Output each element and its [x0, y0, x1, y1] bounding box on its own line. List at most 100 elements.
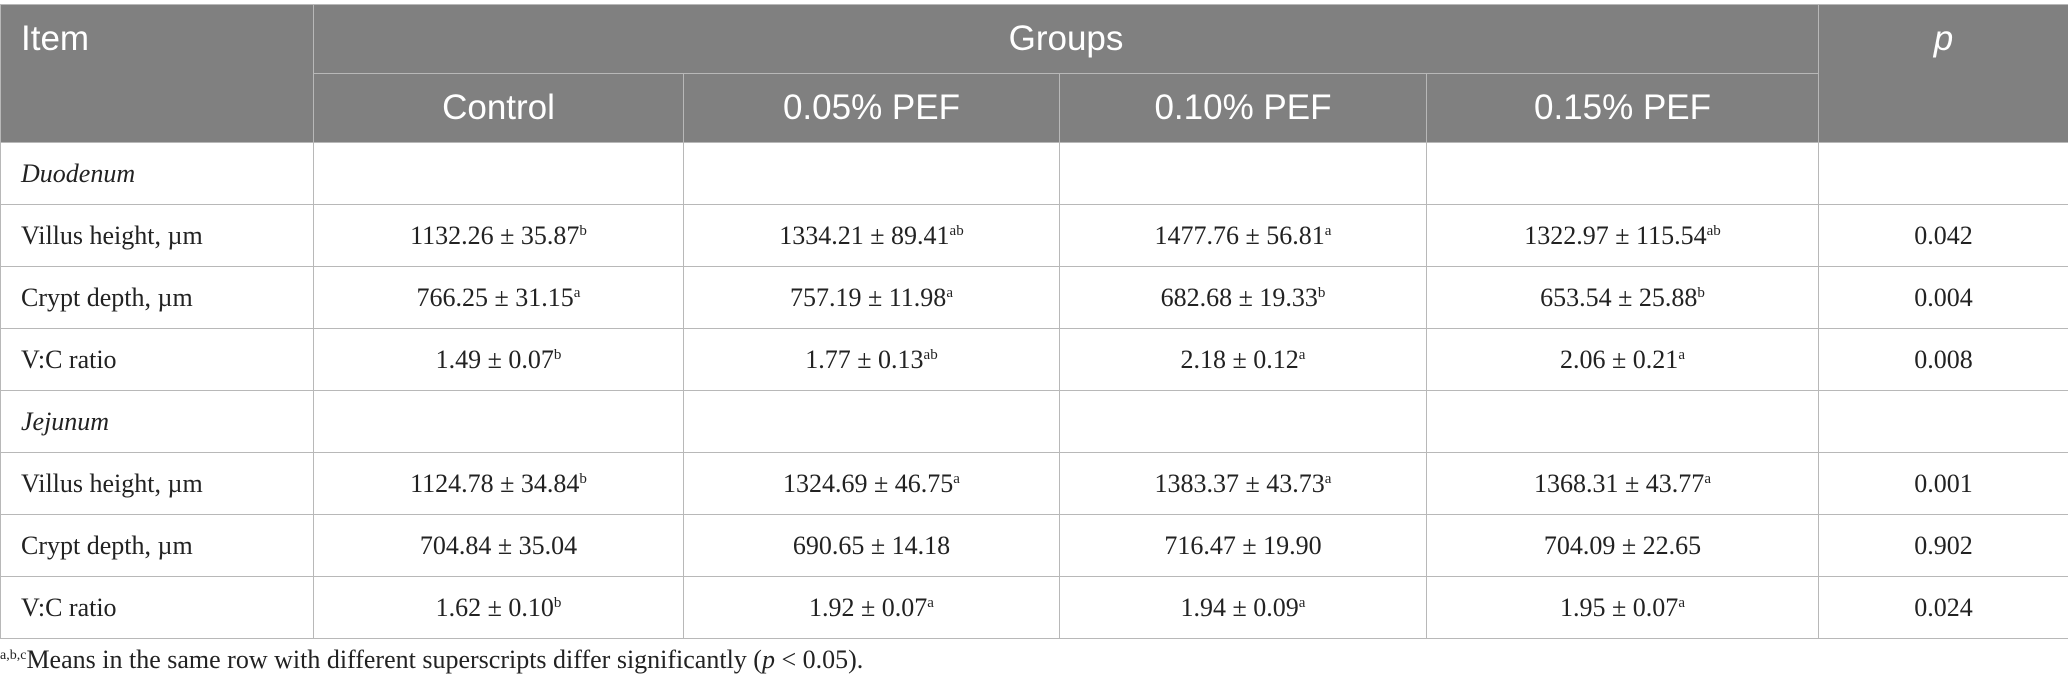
value-superscript: a — [573, 284, 581, 301]
footnote-sup: a,b,c — [0, 648, 27, 663]
value-cell: 1.95 ± 0.07a — [1425, 576, 1820, 639]
value-text: 1322.97 ± 115.54 — [1524, 220, 1707, 250]
data-row: V:C ratio 1.49 ± 0.07b 1.77 ± 0.13ab 2.18 ±… — [0, 328, 2068, 391]
value-cell: 1.94 ± 0.09a — [1059, 576, 1427, 639]
value-text: 682.68 ± 19.33 — [1160, 282, 1318, 312]
footnote-p: p — [761, 645, 775, 674]
value-cell: 1334.21 ± 89.41ab — [683, 204, 1060, 267]
value-cell: 690.65 ± 14.18 — [683, 514, 1060, 577]
value-cell: 1368.31 ± 43.77a — [1425, 452, 1820, 515]
value-cell: 2.06 ± 0.21a — [1425, 328, 1820, 391]
header-column: 0.15% PEF — [1425, 73, 1820, 143]
section-label: Jejunum — [0, 390, 314, 453]
empty-cell — [1425, 142, 1820, 205]
empty-cell — [683, 142, 1060, 205]
value-superscript: a — [1678, 346, 1685, 363]
p-value: 0.024 — [1818, 576, 2068, 639]
value-superscript: b — [579, 470, 587, 487]
value-cell: 1.62 ± 0.10b — [313, 576, 684, 639]
value-superscript: a — [1324, 470, 1332, 487]
row-label: Villus height, µm — [0, 204, 314, 267]
value-cell: 1322.97 ± 115.54ab — [1425, 204, 1820, 267]
value-cell: 1124.78 ± 34.84b — [313, 452, 684, 515]
value-text: 653.54 ± 25.88 — [1540, 282, 1698, 312]
value-cell: 757.19 ± 11.98a — [683, 266, 1060, 329]
p-value: 0.042 — [1818, 204, 2068, 267]
value-superscript: a — [1298, 594, 1306, 611]
row-label: Crypt depth, µm — [0, 514, 314, 577]
value-text: 1.95 ± 0.07 — [1560, 592, 1679, 622]
value-text: 716.47 ± 19.90 — [1164, 530, 1322, 560]
empty-cell — [1059, 390, 1427, 453]
data-row: V:C ratio 1.62 ± 0.10b 1.92 ± 0.07a 1.94 ± … — [0, 576, 2068, 639]
data-table: Item Groups p Control 0.05% PEF 0.10% PEF 0… — [0, 4, 2068, 639]
value-cell: 1324.69 ± 46.75a — [683, 452, 1060, 515]
header-p: p — [1818, 4, 2068, 143]
value-superscript: a — [1298, 346, 1306, 363]
empty-cell — [313, 142, 684, 205]
value-text: 1.92 ± 0.07 — [809, 592, 928, 622]
value-cell: 1.77 ± 0.13ab — [683, 328, 1060, 391]
p-value: 0.008 — [1818, 328, 2068, 391]
value-text: 1132.26 ± 35.87 — [410, 220, 580, 250]
empty-cell — [313, 390, 684, 453]
value-superscript: b — [553, 594, 562, 611]
value-cell: 1383.37 ± 43.73a — [1059, 452, 1427, 515]
value-cell: 2.18 ± 0.12a — [1059, 328, 1427, 391]
value-cell: 682.68 ± 19.33b — [1059, 266, 1427, 329]
p-value: 0.001 — [1818, 452, 2068, 515]
value-cell: 1.92 ± 0.07a — [683, 576, 1060, 639]
value-superscript: a — [946, 284, 953, 301]
value-text: 1.94 ± 0.09 — [1180, 592, 1299, 622]
row-label: V:C ratio — [0, 328, 314, 391]
value-superscript: ab — [923, 346, 938, 363]
value-text: 704.84 ± 35.04 — [419, 530, 578, 560]
value-text: 766.25 ± 31.15 — [416, 282, 574, 312]
row-label: V:C ratio — [0, 576, 314, 639]
value-superscript: b — [1317, 284, 1326, 301]
empty-cell — [1818, 142, 2068, 205]
value-cell: 716.47 ± 19.90 — [1059, 514, 1427, 577]
value-cell: 704.84 ± 35.04 — [313, 514, 684, 577]
value-text: 690.65 ± 14.18 — [792, 530, 951, 560]
table-body: Duodenum Villus height, µm 1132.26 ± 35.87… — [0, 142, 2068, 639]
value-text: 704.09 ± 22.65 — [1543, 530, 1702, 560]
value-superscript: ab — [1706, 222, 1721, 239]
empty-cell — [1425, 390, 1820, 453]
header-groups: Groups — [312, 4, 1820, 74]
p-value: 0.902 — [1818, 514, 2068, 577]
value-superscript: a — [1324, 222, 1332, 239]
value-text: 1.62 ± 0.10 — [435, 592, 554, 622]
data-row: Crypt depth, µm 766.25 ± 31.15a 757.19 ± 1… — [0, 266, 2068, 329]
data-row: Villus height, µm 1124.78 ± 34.84b 1324.69… — [0, 452, 2068, 515]
data-row: Villus height, µm 1132.26 ± 35.87b 1334.21… — [0, 204, 2068, 267]
value-text: 2.18 ± 0.12 — [1180, 344, 1299, 374]
value-text: 1.49 ± 0.07 — [435, 344, 554, 374]
data-row: Crypt depth, µm 704.84 ± 35.04 690.65 ± 14… — [0, 514, 2068, 577]
value-superscript: a — [1678, 594, 1685, 611]
value-text: 2.06 ± 0.21 — [1560, 344, 1679, 374]
value-text: 1124.78 ± 34.84 — [410, 468, 580, 498]
section-row: Duodenum — [0, 142, 2068, 205]
value-cell: 1477.76 ± 56.81a — [1059, 204, 1427, 267]
p-value: 0.004 — [1818, 266, 2068, 329]
value-superscript: b — [579, 222, 587, 239]
value-cell: 653.54 ± 25.88b — [1425, 266, 1820, 329]
value-text: 1383.37 ± 43.73 — [1154, 468, 1325, 498]
footnote: a,b,cMeans in the same row with differen… — [0, 645, 863, 675]
value-text: 1334.21 ± 89.41 — [779, 220, 950, 250]
header-column: Control — [313, 73, 684, 143]
header-column: 0.05% PEF — [683, 73, 1060, 143]
value-superscript: ab — [949, 222, 964, 239]
empty-cell — [1059, 142, 1427, 205]
header-columns: Control 0.05% PEF 0.10% PEF 0.15% PEF — [1, 73, 2068, 143]
header-column: 0.10% PEF — [1059, 73, 1427, 143]
value-text: 1.77 ± 0.13 — [805, 344, 924, 374]
value-cell: 1132.26 ± 35.87b — [313, 204, 684, 267]
value-cell: 704.09 ± 22.65 — [1425, 514, 1820, 577]
value-cell: 766.25 ± 31.15a — [313, 266, 684, 329]
value-superscript: a — [953, 470, 960, 487]
value-text: 757.19 ± 11.98 — [790, 282, 947, 312]
section-label: Duodenum — [0, 142, 314, 205]
